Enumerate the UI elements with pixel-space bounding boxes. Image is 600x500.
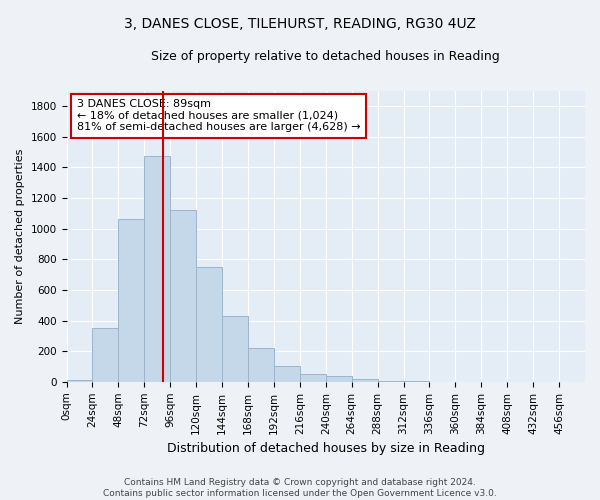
Text: Contains HM Land Registry data © Crown copyright and database right 2024.
Contai: Contains HM Land Registry data © Crown c… [103,478,497,498]
Bar [352,379,377,382]
Bar [274,366,300,382]
Bar [118,220,144,382]
Title: Size of property relative to detached houses in Reading: Size of property relative to detached ho… [151,50,500,63]
Bar [67,380,92,382]
Bar [326,376,352,382]
Bar [196,267,222,382]
Bar [377,380,404,382]
X-axis label: Distribution of detached houses by size in Reading: Distribution of detached houses by size … [167,442,485,455]
Bar [300,374,326,382]
Bar [144,156,170,382]
Bar [222,316,248,382]
Bar [92,328,118,382]
Text: 3, DANES CLOSE, TILEHURST, READING, RG30 4UZ: 3, DANES CLOSE, TILEHURST, READING, RG30… [124,18,476,32]
Y-axis label: Number of detached properties: Number of detached properties [15,148,25,324]
Bar [248,348,274,382]
Text: 3 DANES CLOSE: 89sqm
← 18% of detached houses are smaller (1,024)
81% of semi-de: 3 DANES CLOSE: 89sqm ← 18% of detached h… [77,100,361,132]
Bar [170,210,196,382]
